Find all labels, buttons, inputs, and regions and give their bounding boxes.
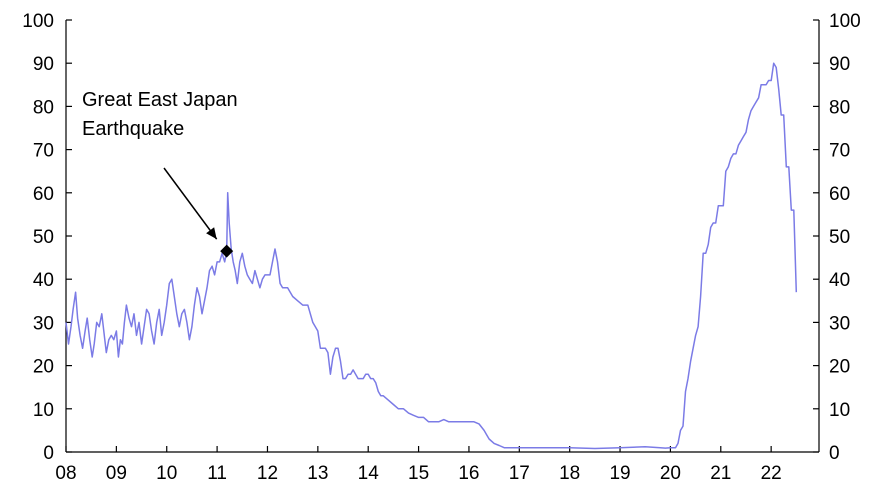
left-y-tick-label: 90 <box>33 54 54 75</box>
left-y-tick-label: 20 <box>33 357 54 378</box>
right-y-tick-label: 50 <box>829 227 850 248</box>
x-tick-label: 21 <box>710 463 731 484</box>
right-y-tick-label: 0 <box>829 443 840 464</box>
x-tick-label: 18 <box>559 463 580 484</box>
right-y-tick-label: 70 <box>829 141 850 162</box>
left-y-tick-label: 60 <box>33 184 54 205</box>
chart-axes <box>65 20 820 453</box>
left-y-tick-label: 40 <box>33 270 54 291</box>
x-tick-label: 08 <box>55 463 76 484</box>
annotation-marker <box>220 244 234 258</box>
x-tick-label: 17 <box>509 463 530 484</box>
x-tick-label: 12 <box>257 463 278 484</box>
right-y-tick-label: 20 <box>829 357 850 378</box>
right-y-tick-label: 30 <box>829 313 850 334</box>
annotation-label-line-1: Great East Japan <box>82 89 238 111</box>
x-tick-label: 20 <box>660 463 681 484</box>
right-y-tick-label: 90 <box>829 54 850 75</box>
x-tick-label: 13 <box>307 463 328 484</box>
right-y-tick-label: 80 <box>829 97 850 118</box>
x-tick-label: 15 <box>408 463 429 484</box>
annotation: Great East Japan Earthquake <box>82 89 238 258</box>
annotation-label-line-2: Earthquake <box>82 118 184 140</box>
annotation-arrow-shaft <box>163 167 218 240</box>
left-y-tick-label: 0 <box>43 443 54 464</box>
right-y-tick-label: 40 <box>829 270 850 291</box>
left-y-tick-label: 70 <box>33 141 54 162</box>
left-y-tick-label: 80 <box>33 97 54 118</box>
x-tick-label: 14 <box>358 463 380 484</box>
series-line <box>65 62 798 450</box>
left-y-tick-label: 100 <box>22 11 54 32</box>
x-tick-label: 10 <box>156 463 177 484</box>
x-tick-label: 09 <box>106 463 127 484</box>
left-y-tick-label: 10 <box>33 400 54 421</box>
x-tick-label: 22 <box>761 463 782 484</box>
x-tick-label: 11 <box>207 463 227 484</box>
right-y-tick-label: 60 <box>829 184 850 205</box>
right-y-tick-label: 100 <box>829 11 861 32</box>
right-y-tick-label: 10 <box>829 400 850 421</box>
tick-marks <box>65 19 819 453</box>
left-y-tick-label: 50 <box>33 227 54 248</box>
series-layer <box>65 62 798 450</box>
tick-labels: 0 0 10 10 20 20 30 30 40 40 50 50 60 60 70 70 80 80 90 90 10… <box>22 11 860 484</box>
x-tick-label: 16 <box>458 463 479 484</box>
left-y-tick-label: 30 <box>33 313 54 334</box>
annotation-arrow-head <box>206 227 217 240</box>
x-tick-label: 19 <box>609 463 630 484</box>
